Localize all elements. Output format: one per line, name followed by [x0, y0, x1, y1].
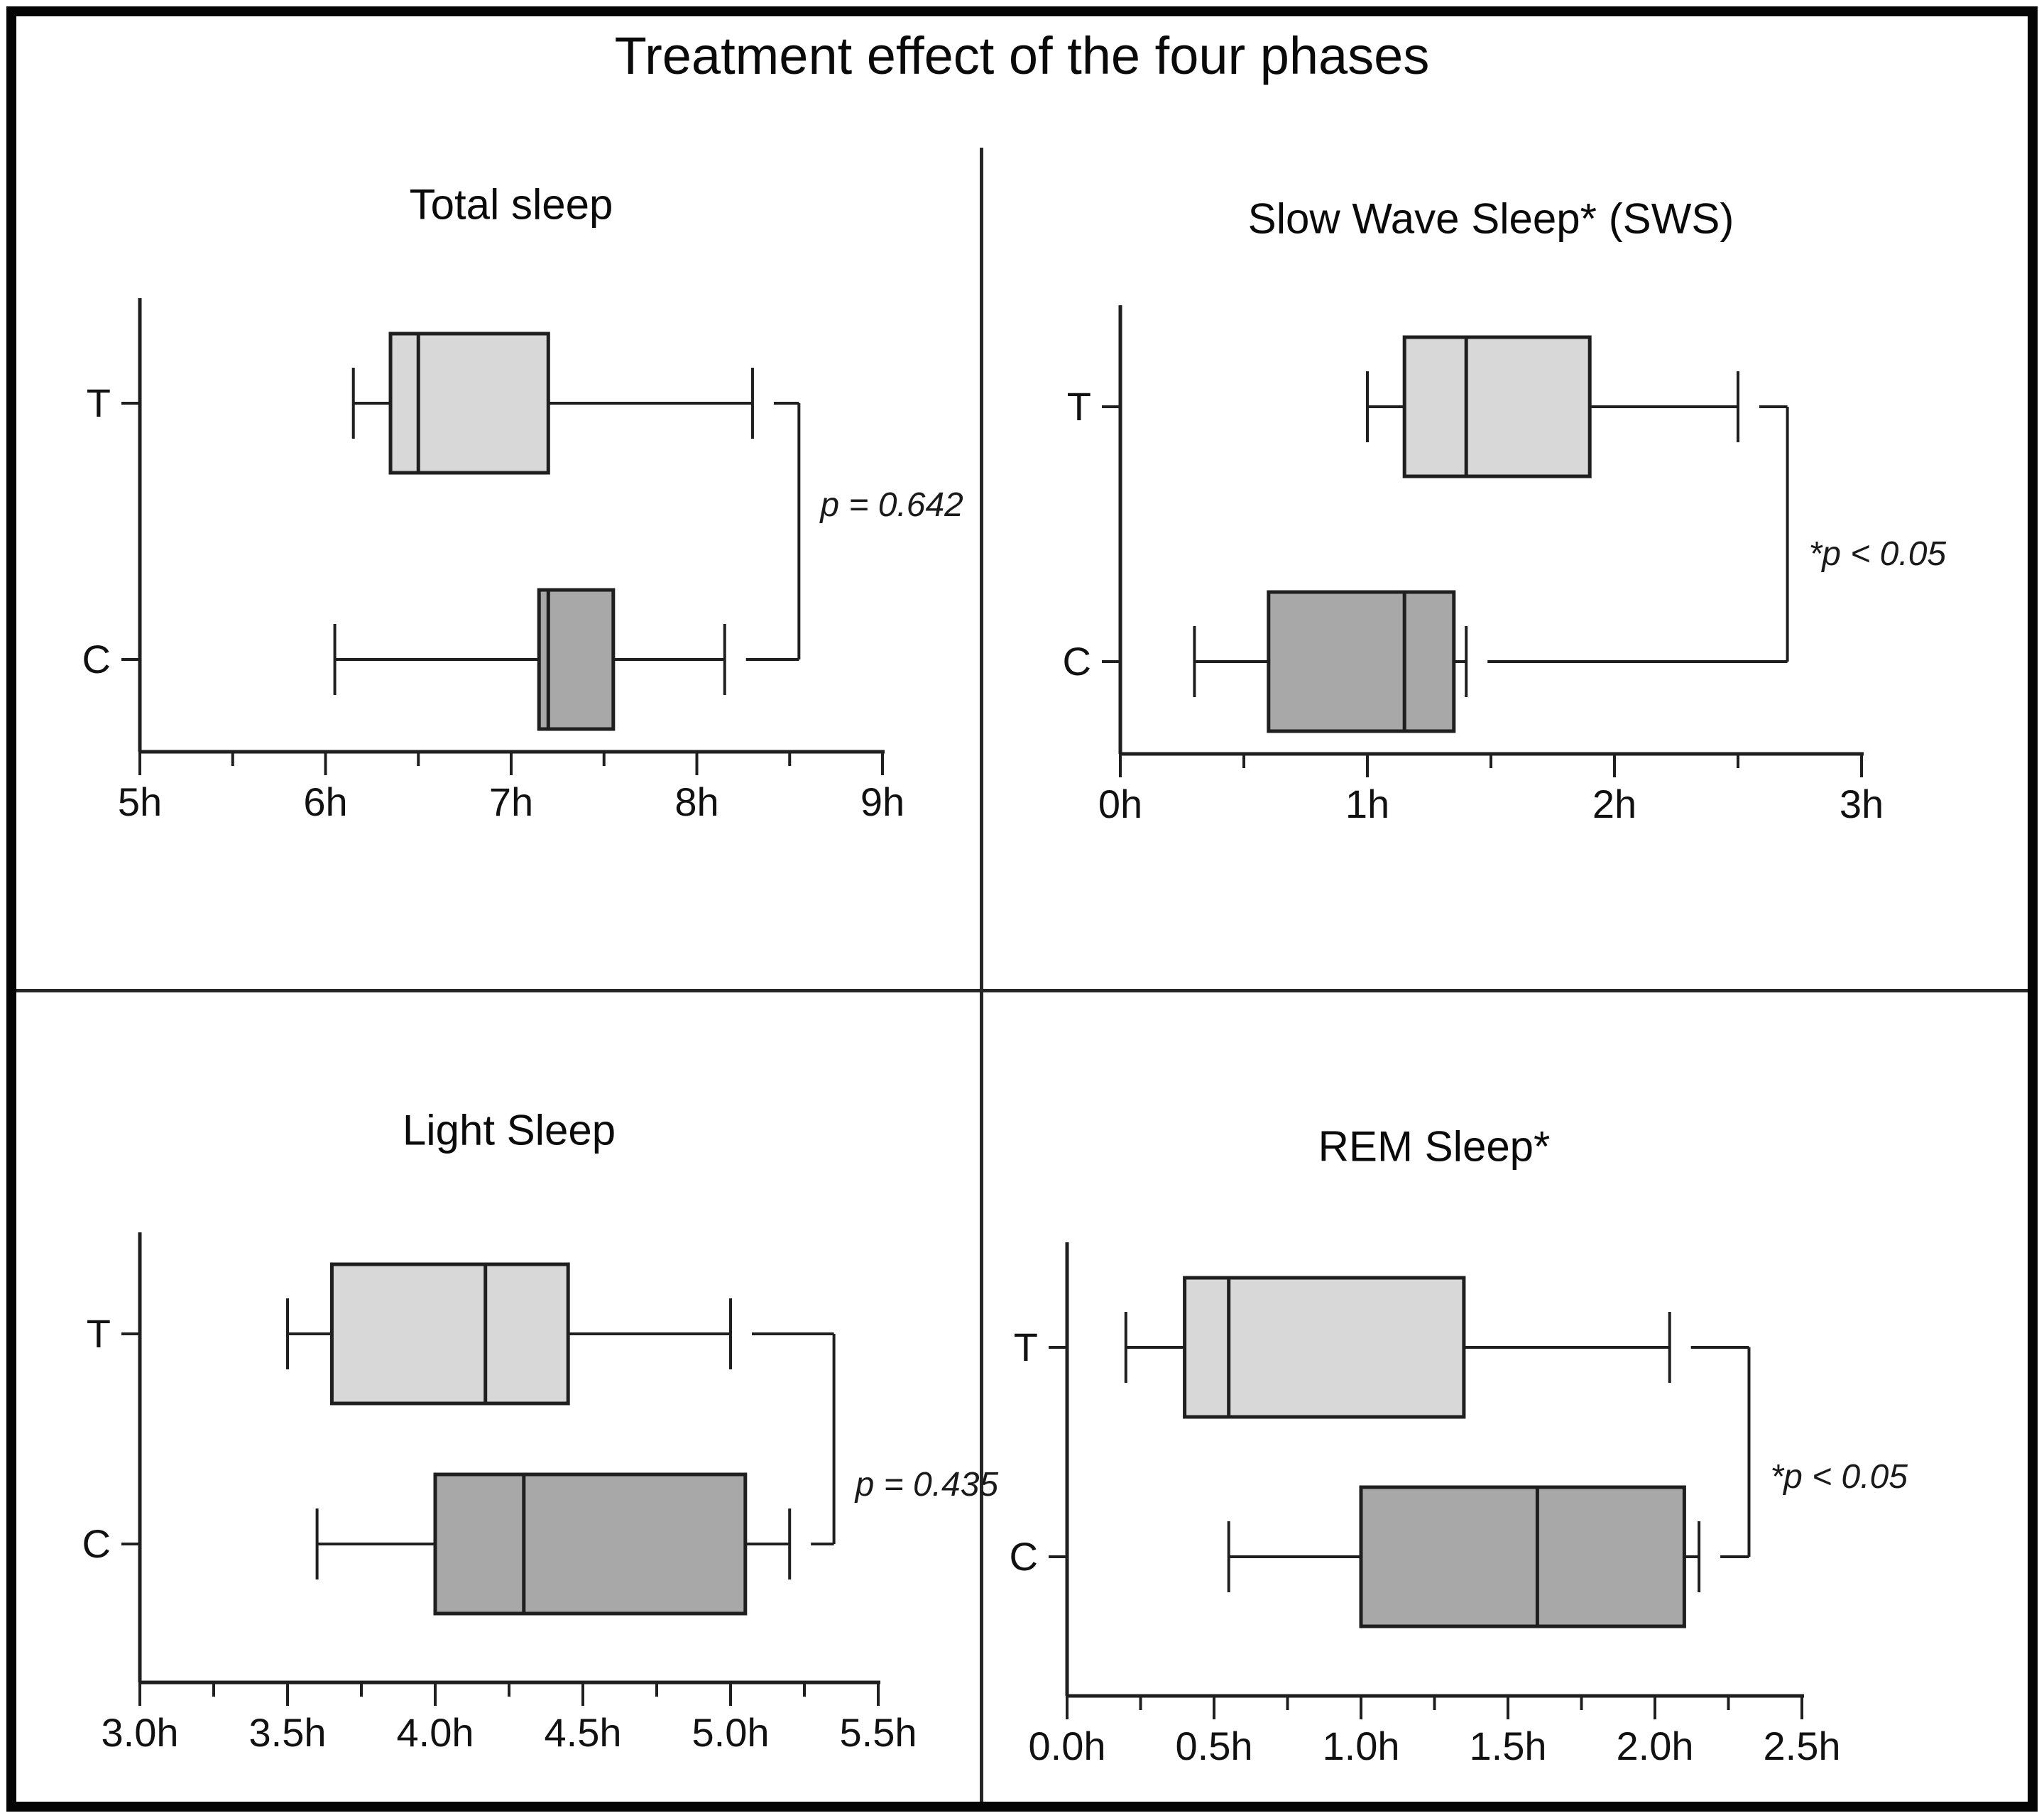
panel-total-sleep [121, 298, 885, 775]
group-label-T: T [1013, 1325, 1038, 1369]
box-C [1267, 590, 1456, 733]
x-tick-label: 2.5h [1763, 1724, 1841, 1768]
panel-rem-sleep [1049, 1242, 1804, 1719]
x-tick-label: 0.0h [1028, 1724, 1106, 1768]
panel-title-rem-sleep: REM Sleep* [1318, 1122, 1551, 1171]
box-C [537, 588, 616, 731]
x-tick-label: 7h [488, 779, 534, 824]
x-tick-label: 4.0h [396, 1710, 474, 1755]
x-tick-label: 4.5h [544, 1710, 622, 1755]
figure-title: Treatment effect of the four phases [614, 26, 1430, 85]
x-tick-label: 2h [1592, 782, 1637, 826]
p-value-label-light-sleep: p = 0.435 [855, 1466, 999, 1504]
group-label-T: T [86, 1311, 111, 1356]
panel-slow-wave-sleep [1102, 305, 1864, 777]
quadrant-divider-vertical [980, 148, 983, 1802]
box-T [329, 1262, 570, 1406]
x-tick-label: 3h [1839, 782, 1884, 826]
panel-title-light-sleep: Light Sleep [402, 1106, 616, 1154]
x-tick-label: 5.5h [839, 1710, 917, 1755]
panel-title-total-sleep: Total sleep [409, 180, 613, 229]
group-label-T: T [1066, 384, 1091, 429]
quadrant-divider-horizontal [16, 989, 2028, 992]
group-label-C: C [1009, 1534, 1038, 1579]
p-value-label-total-sleep: p = 0.642 [820, 486, 963, 525]
panel-title-slow-wave-sleep: Slow Wave Sleep* (SWS) [1247, 195, 1734, 243]
x-tick-label: 1.5h [1469, 1724, 1547, 1768]
group-label-C: C [82, 1521, 111, 1566]
box-C [433, 1472, 748, 1616]
x-tick-label: 6h [303, 779, 348, 824]
box-T [1183, 1276, 1466, 1419]
panel-light-sleep [121, 1232, 880, 1706]
x-tick-label: 1h [1345, 782, 1390, 826]
group-label-C: C [1062, 639, 1091, 684]
x-tick-label: 0.5h [1175, 1724, 1253, 1768]
p-value-label-slow-wave-sleep: *p < 0.05 [1808, 535, 1947, 574]
x-tick-label: 1.0h [1322, 1724, 1400, 1768]
p-value-label-rem-sleep: *p < 0.05 [1770, 1457, 1908, 1496]
x-tick-label: 9h [860, 779, 905, 824]
x-tick-label: 5h [117, 779, 163, 824]
box-T [1402, 335, 1592, 478]
x-tick-label: 3.0h [101, 1710, 179, 1755]
x-tick-label: 0h [1098, 782, 1143, 826]
x-tick-label: 5.0h [692, 1710, 770, 1755]
x-tick-label: 2.0h [1616, 1724, 1694, 1768]
x-tick-label: 8h [674, 779, 719, 824]
group-label-T: T [86, 380, 111, 425]
box-C [1359, 1485, 1686, 1628]
x-tick-label: 3.5h [248, 1710, 327, 1755]
box-T [388, 332, 550, 475]
group-label-C: C [82, 637, 111, 681]
